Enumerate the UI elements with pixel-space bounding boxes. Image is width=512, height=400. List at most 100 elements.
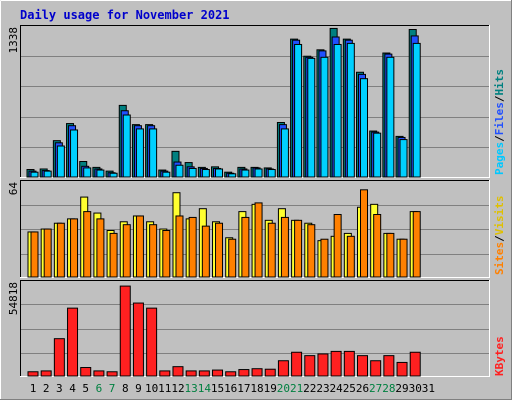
sites-bar-face bbox=[373, 214, 382, 278]
legend-sep: / bbox=[493, 95, 506, 102]
sites-bar-face bbox=[412, 211, 421, 278]
pages-bar-face bbox=[241, 169, 250, 178]
sites-bar-face bbox=[83, 211, 92, 278]
kbytes-bar bbox=[67, 307, 79, 377]
kbytes-bar bbox=[185, 370, 197, 377]
pages-bar-face bbox=[307, 57, 316, 178]
sites-bar bbox=[280, 216, 289, 278]
sites-bar-face bbox=[175, 215, 184, 278]
kbytes-bar-face bbox=[198, 370, 210, 377]
kbytes-bar-face bbox=[251, 368, 263, 377]
pages-bar bbox=[30, 171, 39, 178]
kbytes-bar bbox=[172, 366, 184, 377]
x-tick-label: 2 bbox=[43, 382, 50, 395]
x-tick-label: 30 bbox=[409, 382, 422, 395]
pages-bar-face bbox=[346, 42, 355, 178]
sites-bar bbox=[267, 222, 276, 278]
legend-sep: / bbox=[493, 235, 506, 242]
kbytes-bar bbox=[409, 351, 421, 377]
kbytes-bar bbox=[238, 369, 250, 377]
pages-bar-face bbox=[70, 129, 79, 178]
x-tick-label: 25 bbox=[343, 382, 356, 395]
sites-bar-face bbox=[135, 215, 144, 278]
sites-bar-face bbox=[360, 189, 368, 278]
pages-bar bbox=[162, 171, 171, 178]
pages-bar-face bbox=[228, 173, 237, 178]
sites-bar-face bbox=[109, 232, 118, 278]
pages-bar bbox=[96, 169, 105, 178]
sites-bar bbox=[162, 230, 171, 278]
pages-bar-face bbox=[109, 172, 118, 178]
legend-visits: Visits bbox=[493, 196, 506, 236]
kbytes-bar bbox=[159, 370, 171, 377]
kbytes-bar bbox=[198, 370, 210, 377]
kbytes-bar-face bbox=[27, 371, 39, 377]
sites-bar-face bbox=[320, 238, 329, 278]
kbytes-bar-face bbox=[185, 370, 197, 377]
kbytes-bar bbox=[40, 370, 52, 377]
kbytes-bar bbox=[146, 307, 158, 377]
x-tick-label: 15 bbox=[211, 382, 224, 395]
pages-bar bbox=[43, 170, 52, 178]
pages-bar-face bbox=[96, 169, 105, 178]
x-tick-label: 22 bbox=[303, 382, 316, 395]
pages-bar bbox=[373, 132, 382, 178]
kbytes-bar bbox=[119, 285, 131, 377]
x-tick-label: 18 bbox=[250, 382, 263, 395]
x-tick-label: 24 bbox=[330, 382, 344, 395]
pages-bar-face bbox=[294, 43, 303, 178]
pages-bar bbox=[412, 42, 421, 178]
pages-bar bbox=[215, 168, 224, 178]
x-tick-label: 13 bbox=[185, 382, 198, 395]
kbytes-bar bbox=[264, 368, 276, 377]
kbytes-bar-face bbox=[146, 307, 158, 377]
sites-bar bbox=[109, 232, 118, 278]
kbytes-bar bbox=[80, 367, 92, 377]
kbytes-bar-face bbox=[106, 371, 118, 377]
x-tick-label: 27 bbox=[369, 382, 382, 395]
sites-bar-face bbox=[188, 216, 197, 278]
pages-bar bbox=[294, 43, 303, 178]
kbytes-bar bbox=[383, 355, 395, 377]
sites-bar bbox=[30, 231, 39, 278]
hits-panel-ymax-label: 1338 bbox=[7, 27, 20, 54]
sites-bar bbox=[373, 214, 382, 278]
legend-hits: Hits bbox=[493, 69, 506, 96]
x-tick-label: 19 bbox=[264, 382, 277, 395]
sites-bar-face bbox=[43, 228, 52, 278]
sites-bar bbox=[135, 215, 144, 278]
kbytes-bar bbox=[357, 355, 368, 377]
pages-bar bbox=[201, 169, 210, 178]
pages-bar-face bbox=[399, 139, 408, 178]
sites-bar bbox=[188, 216, 197, 278]
x-tick-label: 16 bbox=[224, 382, 237, 395]
pages-bar-face bbox=[333, 43, 342, 178]
pages-bar bbox=[346, 42, 355, 178]
sites-bar-face bbox=[96, 218, 105, 278]
pages-bar bbox=[267, 169, 276, 178]
x-tick-label: 23 bbox=[316, 382, 329, 395]
sites-bar-face bbox=[228, 238, 237, 278]
x-tick-label: 3 bbox=[56, 382, 63, 395]
sites-bar-face bbox=[30, 231, 39, 278]
pages-bar-face bbox=[30, 171, 39, 178]
pages-bar-face bbox=[320, 56, 329, 178]
kbytes-bar-face bbox=[119, 285, 131, 377]
pages-bar-face bbox=[175, 164, 184, 178]
pages-bar-face bbox=[122, 114, 131, 178]
pages-bar bbox=[360, 78, 368, 178]
sites-bar-face bbox=[333, 214, 342, 278]
pages-bar-face bbox=[135, 128, 144, 178]
kbytes-bar-face bbox=[67, 307, 79, 377]
chart-panels: 1338Pages/Files/Hits64Sites/Visits54818K… bbox=[7, 25, 506, 377]
pages-bar bbox=[122, 114, 131, 178]
pages-bar bbox=[109, 172, 118, 178]
kbytes-bar-face bbox=[80, 367, 92, 377]
pages-bar bbox=[228, 173, 237, 178]
kbytes-bar-face bbox=[225, 371, 237, 377]
pages-bar bbox=[386, 56, 395, 178]
pages-bar bbox=[175, 164, 184, 178]
sites-bar bbox=[83, 211, 92, 278]
sites-bar bbox=[386, 232, 395, 278]
x-tick-label: 29 bbox=[395, 382, 408, 395]
